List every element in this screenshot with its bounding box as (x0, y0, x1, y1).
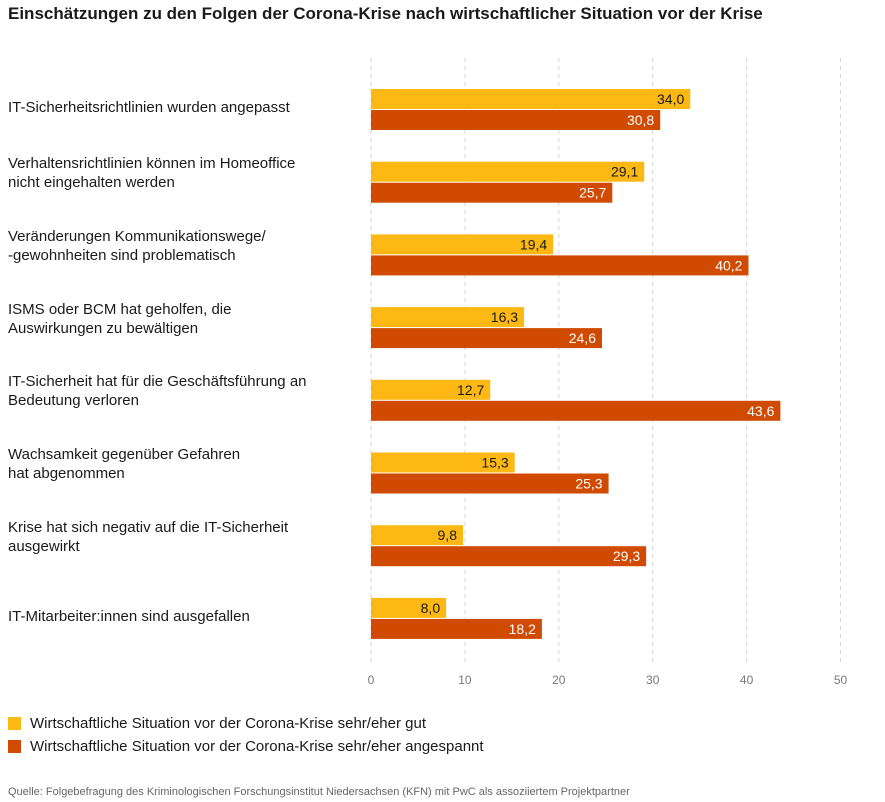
bar-tense (371, 328, 602, 349)
category-label-line: Wachsamkeit gegenüber Gefahren (8, 446, 241, 463)
bar-tense (371, 473, 609, 494)
data-label: 34,0 (657, 91, 684, 107)
legend-label-good: Wirtschaftliche Situation vor der Corona… (30, 715, 427, 732)
bar-good (371, 89, 691, 109)
data-label: 43,6 (747, 403, 774, 419)
x-tick-label: 20 (552, 673, 566, 687)
bar-tense (371, 110, 661, 130)
category-label-line: IT-Sicherheitsrichtlinien wurden angepas… (8, 99, 290, 116)
category-label: IT-Sicherheit hat für die Geschäftsführu… (8, 372, 353, 410)
data-label: 25,7 (579, 185, 606, 201)
data-label: 18,2 (509, 621, 536, 637)
chart-title: Einschätzungen zu den Folgen der Corona-… (8, 4, 763, 23)
data-label: 24,6 (569, 330, 596, 346)
category-label-line: Veränderungen Kommunikationswege/ (8, 227, 266, 245)
category-label-line: hat abgenommen (8, 465, 125, 482)
data-label: 29,1 (611, 164, 638, 180)
bar-good (371, 379, 491, 400)
x-tick-label: 30 (646, 673, 660, 687)
data-label: 12,7 (457, 382, 484, 398)
bar-chart: 0 10 20 30 40 50 34,030,8 29,1 25,7 19,4 40,2 16,3 2… (368, 58, 848, 687)
bar-good (371, 452, 515, 473)
data-label: 19,4 (520, 236, 547, 252)
category-label-line: -gewohnheiten sind problematisch (8, 246, 236, 264)
bar-tense (371, 182, 613, 203)
data-label: 25,3 (575, 476, 602, 492)
x-tick-label: 50 (834, 673, 848, 687)
legend-item-tense: Wirtschaftliche Situation vor der Corona… (8, 735, 484, 758)
bar-tense (371, 618, 542, 639)
bar-good (371, 161, 645, 182)
data-label: 8,0 (421, 600, 441, 616)
legend: Wirtschaftliche Situation vor der Corona… (8, 712, 484, 758)
category-label-line: Auswirkungen zu bewältigen (8, 319, 199, 337)
category-label-line: ausgewirkt (8, 537, 80, 555)
bar-tense (371, 546, 647, 567)
x-tick-label: 0 (368, 673, 375, 687)
category-label: IT-Mitarbeiter:innen sind ausgefallen (8, 607, 353, 626)
x-tick-label: 10 (458, 673, 472, 687)
data-label: 15,3 (481, 455, 508, 471)
category-label-line: Verhaltensrichtlinien können im Homeoffi… (8, 155, 296, 173)
legend-swatch-good (8, 717, 21, 730)
category-label: ISMS oder BCM hat geholfen, die Auswirkun… (8, 300, 353, 338)
category-label-line: nicht eingehalten werden (8, 174, 175, 192)
bar-good (371, 307, 525, 328)
category-label: Verhaltensrichtlinien können im Homeoffi… (8, 154, 353, 192)
category-label: Wachsamkeit gegenüber Gefahren hat abgeno… (8, 445, 353, 483)
x-tick-label: 40 (740, 673, 754, 687)
category-label: Veränderungen Kommunikationswege/-gewohn… (8, 227, 353, 265)
legend-swatch-tense (8, 740, 21, 753)
source-note: Quelle: Folgebefragung des Kriminologisc… (8, 786, 630, 798)
bar-good (371, 525, 464, 546)
category-label-line: IT-Sicherheit hat für die Geschäftsführu… (8, 373, 307, 391)
category-label-line: ISMS oder BCM hat geholfen, die (8, 300, 232, 318)
category-label-line: Bedeutung verloren (8, 392, 139, 410)
category-label-line: IT-Mitarbeiter:innen sind ausgefallen (8, 607, 250, 625)
legend-label-tense: Wirtschaftliche Situation vor der Corona… (30, 738, 484, 755)
bar-tense (371, 255, 749, 276)
category-label: IT-Sicherheitsrichtlinien wurden angepas… (8, 98, 353, 117)
bar-tense (371, 400, 781, 421)
data-label: 30,8 (627, 112, 654, 128)
category-label-line: Krise hat sich negativ auf die IT-Sicher… (8, 518, 289, 536)
data-label: 9,8 (438, 527, 458, 543)
data-label: 40,2 (715, 257, 742, 273)
bar-good (371, 597, 447, 618)
data-label: 29,3 (613, 548, 640, 564)
data-label: 16,3 (491, 309, 518, 325)
category-label: Krise hat sich negativ auf die IT-Sicher… (8, 518, 353, 556)
bar-good (371, 234, 554, 255)
legend-item-good: Wirtschaftliche Situation vor der Corona… (8, 712, 484, 735)
